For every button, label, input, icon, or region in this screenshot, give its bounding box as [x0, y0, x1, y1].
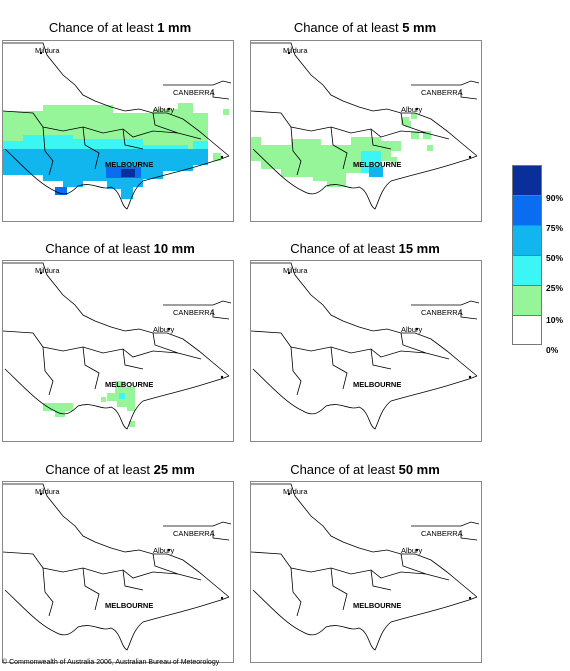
label-canberra-10mm: CANBERRA	[173, 308, 215, 317]
map-1mm-svg: Mildura CANBERRA Albury MELBOURNE	[3, 42, 232, 210]
label-melbourne-5mm: MELBOURNE	[353, 160, 401, 169]
label-canberra-1mm: CANBERRA	[173, 88, 215, 97]
panel-title-50mm: Chance of at least 50 mm	[290, 462, 440, 477]
label-albury-50mm: Albury	[401, 546, 423, 555]
rain-shading-1mm	[3, 103, 229, 199]
label-albury-25mm: Albury	[153, 546, 175, 555]
legend-swatch-50	[512, 225, 542, 255]
legend-label-25: 25%	[546, 283, 564, 293]
label-melbourne-15mm: MELBOURNE	[353, 380, 401, 389]
probability-legend	[512, 165, 542, 345]
map-50mm: Mildura CANBERRA Albury MELBOURNE	[250, 481, 482, 663]
label-canberra-5mm: CANBERRA	[421, 88, 463, 97]
state-borders-5mm	[251, 42, 480, 210]
legend-swatch-75	[512, 195, 542, 225]
map-15mm: Mildura CANBERRA Albury MELBOURNE	[250, 260, 482, 442]
place-markers-1mm	[39, 51, 224, 159]
label-albury-10mm: Albury	[153, 325, 175, 334]
place-markers-10mm	[39, 271, 224, 379]
state-borders-15mm	[251, 262, 480, 430]
label-albury-1mm: Albury	[153, 105, 175, 114]
legend-swatch-10	[512, 285, 542, 315]
label-mildura-25mm: Mildura	[35, 487, 60, 496]
map-50mm-svg: Mildura CANBERRA Albury MELBOURNE	[251, 483, 480, 651]
legend-label-90: 90%	[546, 193, 564, 203]
legend-label-10: 10%	[546, 315, 564, 325]
label-mildura-15mm: Mildura	[283, 266, 308, 275]
label-canberra-50mm: CANBERRA	[421, 529, 463, 538]
legend-label-0: 0%	[546, 345, 559, 355]
map-25mm-svg: Mildura CANBERRA Albury MELBOURNE	[3, 483, 232, 651]
legend-label-50: 50%	[546, 253, 564, 263]
panel-title-10mm: Chance of at least 10 mm	[45, 241, 195, 256]
label-canberra-15mm: CANBERRA	[421, 308, 463, 317]
map-1mm: Mildura CANBERRA Albury MELBOURNE	[2, 40, 234, 222]
label-mildura-10mm: Mildura	[35, 266, 60, 275]
map-5mm: Mildura CANBERRA Albury MELBOURNE	[250, 40, 482, 222]
rain-shading-5mm	[251, 113, 433, 187]
panel-title-1mm: Chance of at least 1 mm	[48, 20, 192, 35]
panel-title-25mm: Chance of at least 25 mm	[45, 462, 195, 477]
label-melbourne-50mm: MELBOURNE	[353, 601, 401, 610]
state-borders-10mm	[3, 262, 232, 430]
place-markers-5mm	[287, 51, 472, 159]
panel-title-15mm: Chance of at least 15 mm	[290, 241, 440, 256]
panel-title-5mm: Chance of at least 5 mm	[293, 20, 437, 35]
map-25mm: Mildura CANBERRA Albury MELBOURNE	[2, 481, 234, 663]
label-canberra-25mm: CANBERRA	[173, 529, 215, 538]
rain-shading-10mm	[43, 381, 135, 427]
label-melbourne-10mm: MELBOURNE	[105, 380, 153, 389]
legend-label-75: 75%	[546, 223, 564, 233]
place-markers-15mm	[287, 271, 472, 379]
label-melbourne-25mm: MELBOURNE	[105, 601, 153, 610]
place-markers-25mm	[39, 492, 224, 600]
map-10mm-svg: Mildura CANBERRA Albury MELBOURNE	[3, 262, 232, 430]
label-mildura-1mm: Mildura	[35, 46, 60, 55]
place-markers-50mm	[287, 492, 472, 600]
label-albury-15mm: Albury	[401, 325, 423, 334]
map-15mm-svg: Mildura CANBERRA Albury MELBOURNE	[251, 262, 480, 430]
legend-swatch-0	[512, 315, 542, 345]
copyright-notice: © Commonwealth of Australia 2006, Austra…	[2, 659, 220, 666]
legend-swatch-25	[512, 255, 542, 285]
label-mildura-5mm: Mildura	[283, 46, 308, 55]
label-albury-5mm: Albury	[401, 105, 423, 114]
label-melbourne-1mm: MELBOURNE	[105, 160, 153, 169]
label-mildura-50mm: Mildura	[283, 487, 308, 496]
state-borders-50mm	[251, 483, 480, 651]
map-5mm-svg: Mildura CANBERRA Albury MELBOURNE	[251, 42, 480, 210]
state-borders-1mm	[3, 42, 232, 210]
map-10mm: Mildura CANBERRA Albury MELBOURNE	[2, 260, 234, 442]
legend-swatch-90	[512, 165, 542, 195]
state-borders-25mm	[3, 483, 232, 651]
